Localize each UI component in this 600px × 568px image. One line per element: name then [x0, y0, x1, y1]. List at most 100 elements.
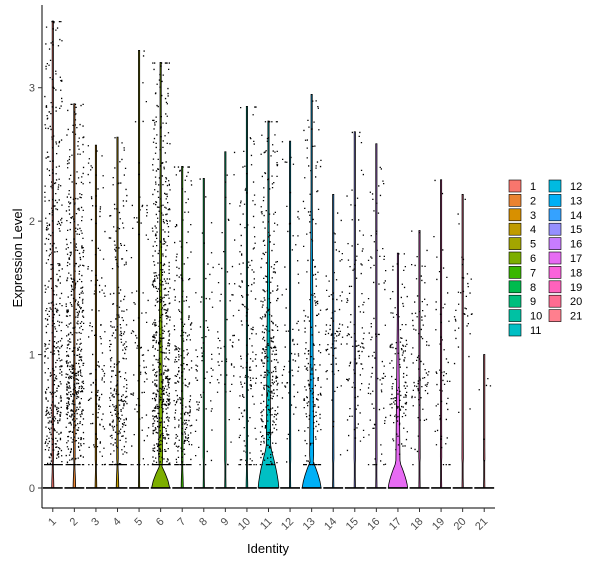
violin-2 — [72, 103, 77, 489]
legend-item-7: 7 — [508, 266, 536, 279]
points-7 — [173, 166, 193, 466]
points-1 — [44, 21, 63, 466]
legend-item-16: 16 — [548, 237, 582, 251]
violin-15 — [353, 131, 356, 489]
violin-11 — [257, 120, 280, 489]
violin-8 — [202, 178, 205, 489]
legend-swatch — [508, 309, 522, 322]
legend-item-15: 15 — [548, 222, 582, 236]
legend-item-12: 12 — [548, 179, 582, 193]
x-axis-title: Identity — [247, 541, 289, 556]
points-14 — [324, 212, 344, 456]
legend-swatch — [548, 251, 562, 265]
violin-7 — [180, 166, 184, 489]
x-tick-label: 4 — [111, 516, 124, 529]
violin-group-21 — [474, 354, 495, 489]
violin-group-6 — [150, 61, 171, 489]
legend-label: 7 — [530, 267, 536, 279]
y-tick-label: 3 — [29, 83, 35, 95]
x-tick-label: 3 — [89, 516, 102, 529]
legend-label: 10 — [530, 311, 542, 323]
legend-item-3: 3 — [508, 208, 536, 222]
legend-item-14: 14 — [548, 208, 582, 222]
violin-10 — [245, 106, 249, 489]
legend-swatch — [508, 179, 522, 193]
violin-group-8 — [193, 178, 214, 489]
violin-group-15 — [344, 131, 365, 489]
x-tick-label: 10 — [236, 516, 253, 533]
legend-swatch — [508, 237, 522, 250]
y-tick-label: 2 — [29, 216, 35, 228]
legend-label: 16 — [570, 239, 582, 251]
legend-swatch — [548, 294, 562, 308]
points-19 — [433, 179, 451, 466]
x-tick-label: 13 — [301, 516, 318, 533]
violin-3 — [94, 144, 98, 489]
legend-item-21: 21 — [548, 309, 582, 323]
y-tick-label: 0 — [29, 483, 35, 495]
violin-group-9 — [215, 151, 236, 489]
legend-label: 4 — [530, 224, 536, 236]
legend-label: 9 — [530, 296, 536, 308]
violin-12 — [288, 140, 292, 489]
violin-9 — [224, 151, 227, 489]
x-axis: 1 2 3 4 5 6 7 8 9 10 11 12 13 14 15 16 17 18 19 20 21 — [42, 507, 495, 533]
points-21 — [478, 378, 492, 462]
legend-swatch — [508, 280, 522, 294]
legend-swatch — [548, 266, 562, 279]
legend-label: 1 — [530, 181, 536, 193]
x-tick-label: 11 — [258, 516, 275, 533]
violin-group-18 — [409, 230, 430, 489]
legend-item-6: 6 — [508, 251, 536, 265]
violin-group-20 — [452, 194, 473, 489]
x-tick-label: 21 — [473, 516, 490, 533]
points-15 — [346, 131, 365, 452]
violin-6 — [151, 61, 171, 489]
legend-label: 21 — [570, 311, 582, 323]
legend-item-13: 13 — [548, 194, 582, 207]
legend-swatch — [508, 194, 522, 207]
violin-group-16 — [366, 143, 387, 489]
legend-swatch — [508, 208, 522, 222]
legend-item-8: 8 — [508, 280, 536, 294]
legend-label: 5 — [530, 239, 536, 251]
violin-19 — [439, 179, 443, 489]
points-13 — [302, 100, 322, 466]
legend-item-4: 4 — [508, 222, 536, 236]
x-tick-label: 16 — [365, 516, 382, 533]
violin-group-17 — [387, 252, 409, 489]
violin-group-4 — [107, 136, 128, 489]
legend-item-11: 11 — [508, 323, 541, 337]
legend-swatch — [548, 179, 562, 193]
legend-item-9: 9 — [508, 294, 536, 308]
x-tick-label: 15 — [344, 516, 361, 533]
legend-item-19: 19 — [548, 280, 582, 294]
legend-label: 20 — [570, 296, 582, 308]
legend-label: 2 — [530, 195, 536, 207]
violin-17 — [387, 252, 409, 489]
x-tick-label: 19 — [430, 516, 447, 533]
legend-item-1: 1 — [508, 179, 536, 193]
legend-label: 17 — [570, 253, 582, 265]
legend-swatch — [548, 280, 562, 294]
violin-4 — [115, 136, 120, 489]
legend-swatch — [508, 222, 522, 236]
violin-group-13 — [301, 93, 322, 489]
legend-swatch — [548, 237, 562, 250]
legend-item-18: 18 — [548, 266, 582, 279]
legend-label: 19 — [570, 282, 582, 294]
violin-group-3 — [86, 144, 106, 489]
legend-label: 14 — [570, 210, 582, 222]
y-axis: 0 1 2 3 — [29, 5, 43, 508]
legend-swatch — [508, 266, 522, 279]
violin-group-7 — [172, 166, 193, 489]
violin-20 — [461, 194, 464, 489]
x-tick-label: 12 — [279, 516, 296, 533]
violin-21 — [483, 354, 486, 489]
legend-swatch — [548, 208, 562, 222]
legend-label: 12 — [570, 181, 582, 193]
violin-group-2 — [64, 103, 85, 489]
legend-item-2: 2 — [508, 194, 536, 207]
